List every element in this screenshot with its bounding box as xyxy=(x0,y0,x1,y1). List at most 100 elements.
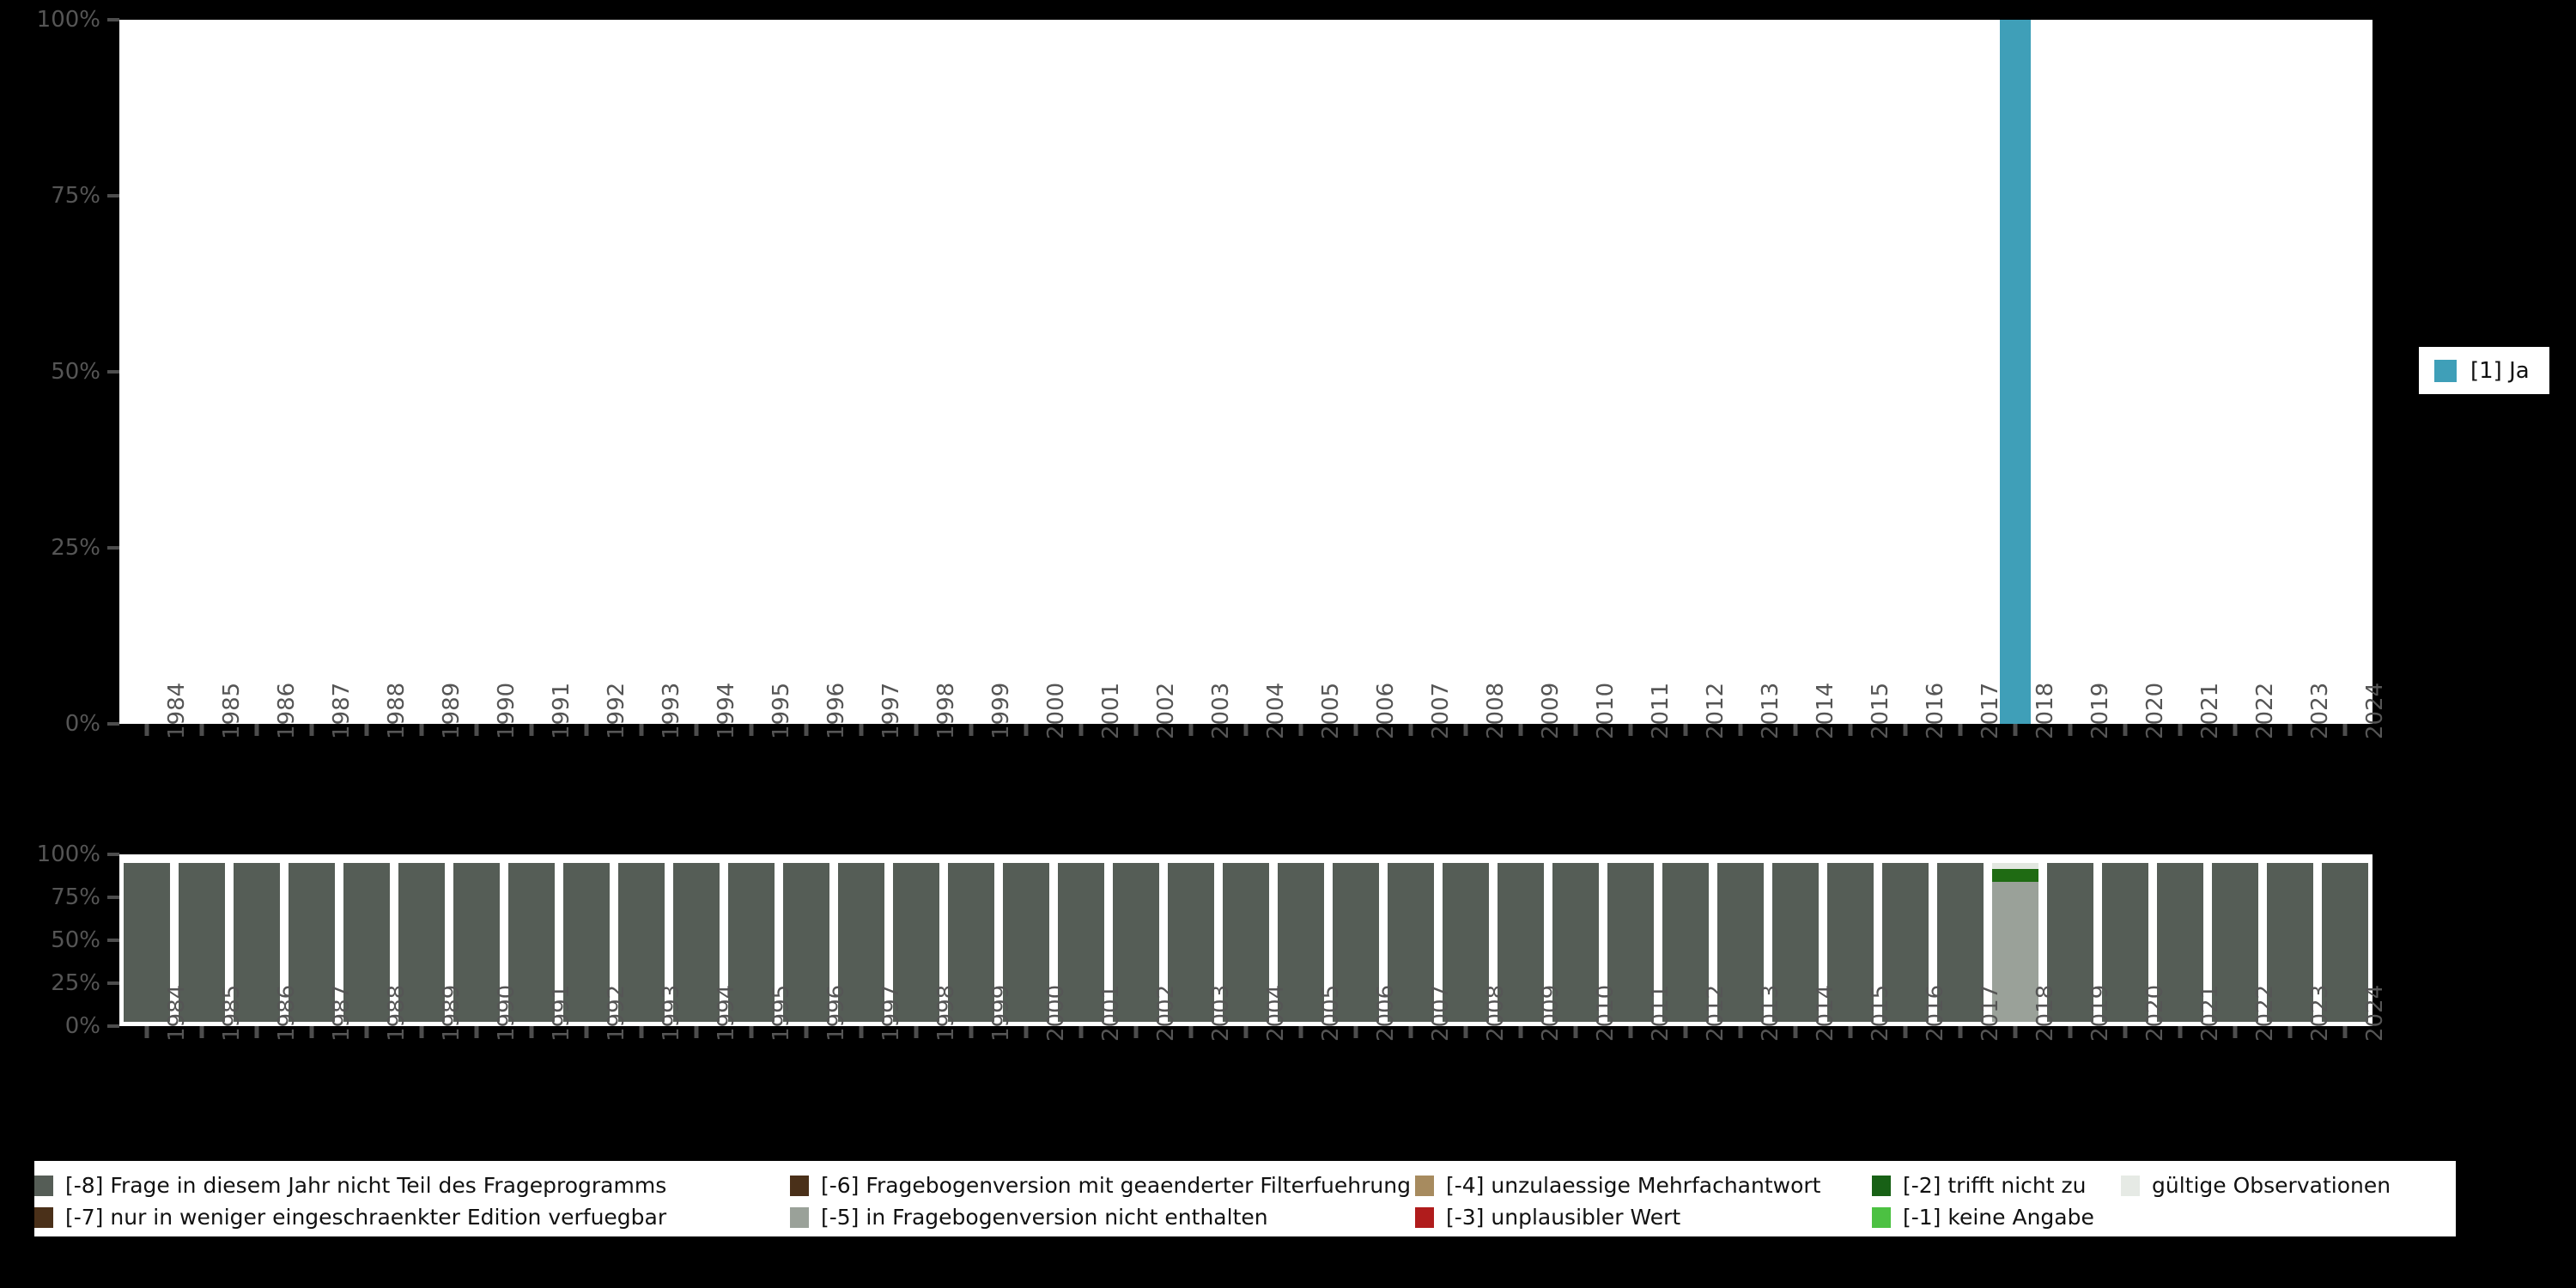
x-tick-label-1990: 1990 xyxy=(494,984,520,1042)
series-legend[interactable]: [1] Ja xyxy=(2419,347,2549,394)
legend-swatch xyxy=(1415,1206,1434,1228)
x-tick-label-1999: 1999 xyxy=(988,984,1015,1042)
x-tick-label-1986: 1986 xyxy=(274,682,301,739)
x-tick-label-2021: 2021 xyxy=(2197,984,2224,1042)
x-tick-label-1989: 1989 xyxy=(439,984,465,1042)
legend-item[interactable]: [-2] trifft nicht zu xyxy=(1872,1170,2086,1201)
missing-segment xyxy=(508,863,555,1022)
lower-plot-area xyxy=(119,854,2372,1026)
x-tick-mark xyxy=(1243,1026,1249,1038)
missing-segment xyxy=(838,863,884,1022)
legend-row-1: [-8] Frage in diesem Jahr nicht Teil des… xyxy=(34,1170,2456,1201)
x-tick-mark xyxy=(1848,724,1853,736)
missing-column-1996 xyxy=(783,863,829,1022)
x-tick-label-1991: 1991 xyxy=(549,682,575,739)
legend-item[interactable]: [-6] Fragebogenversion mit geaenderter F… xyxy=(790,1170,1411,1201)
legend-label: [-4] unzulaessige Mehrfachantwort xyxy=(1446,1173,1821,1198)
upper-y-tick-mark xyxy=(107,194,119,197)
missing-segment xyxy=(234,863,280,1022)
x-tick-mark xyxy=(1408,724,1413,736)
missing-segment xyxy=(783,863,829,1022)
missing-segment xyxy=(1717,863,1764,1022)
missing-segment xyxy=(1552,863,1599,1022)
x-tick-mark xyxy=(199,724,204,736)
legend-swatch xyxy=(790,1175,809,1196)
upper-y-tick-label: 25% xyxy=(51,535,100,561)
legend-label: gültige Observationen xyxy=(2152,1173,2391,1198)
legend-item[interactable]: gültige Observationen xyxy=(2121,1170,2391,1201)
x-tick-label-2011: 2011 xyxy=(1648,984,1674,1042)
x-tick-label-2014: 2014 xyxy=(1813,984,1839,1042)
x-tick-label-1995: 1995 xyxy=(769,682,795,739)
x-tick-mark xyxy=(2123,1026,2128,1038)
x-tick-mark xyxy=(1628,724,1633,736)
x-tick-mark xyxy=(2013,724,2018,736)
x-tick-mark xyxy=(1793,1026,1798,1038)
x-tick-label-2013: 2013 xyxy=(1758,984,1784,1042)
missing-segment xyxy=(728,863,775,1022)
missing-codes-legend[interactable]: [-8] Frage in diesem Jahr nicht Teil des… xyxy=(34,1161,2456,1236)
x-tick-label-2020: 2020 xyxy=(2142,984,2169,1042)
x-tick-label-2023: 2023 xyxy=(2307,682,2334,739)
missing-column-2023 xyxy=(2267,863,2313,1022)
x-tick-label-1993: 1993 xyxy=(659,682,685,739)
x-tick-mark xyxy=(309,1026,314,1038)
x-tick-label-2002: 2002 xyxy=(1153,682,1180,739)
x-tick-label-2000: 2000 xyxy=(1043,682,1070,739)
x-tick-label-1987: 1987 xyxy=(329,682,355,739)
x-tick-label-1992: 1992 xyxy=(604,682,630,739)
missing-segment xyxy=(398,863,445,1022)
x-tick-label-2010: 2010 xyxy=(1593,682,1619,739)
x-tick-label-2009: 2009 xyxy=(1538,682,1564,739)
lower-y-tick-mark xyxy=(107,981,119,985)
missing-column-1993 xyxy=(618,863,665,1022)
missing-column-2019 xyxy=(2047,863,2093,1022)
missing-column-1988 xyxy=(343,863,390,1022)
legend-row-2: [-7] nur in weniger eingeschraenkter Edi… xyxy=(34,1201,2456,1233)
x-tick-label-2023: 2023 xyxy=(2307,984,2334,1042)
x-tick-mark xyxy=(1133,724,1139,736)
x-tick-mark xyxy=(1408,1026,1413,1038)
missing-segment xyxy=(563,863,610,1022)
upper-y-tick-mark xyxy=(107,18,119,21)
missing-column-2004 xyxy=(1223,863,1269,1022)
x-tick-label-2004: 2004 xyxy=(1263,984,1290,1042)
legend-item[interactable]: [-5] in Fragebogenversion nicht enthalte… xyxy=(790,1201,1268,1233)
legend-item[interactable]: [-3] unplausibler Wert xyxy=(1415,1201,1680,1233)
legend-label: [-1] keine Angabe xyxy=(1903,1205,2094,1230)
x-tick-label-2016: 2016 xyxy=(1923,682,1949,739)
x-tick-mark xyxy=(1738,1026,1743,1038)
missing-column-2022 xyxy=(2212,863,2258,1022)
x-tick-mark xyxy=(1738,724,1743,736)
x-tick-mark xyxy=(1463,724,1468,736)
legend-item[interactable]: [-1] keine Angabe xyxy=(1872,1201,2094,1233)
missing-segment xyxy=(1058,863,1104,1022)
legend-item[interactable]: [-7] nur in weniger eingeschraenkter Edi… xyxy=(34,1201,666,1233)
x-tick-mark xyxy=(1903,1026,1908,1038)
x-tick-label-2003: 2003 xyxy=(1208,984,1235,1042)
legend-swatch-ja xyxy=(2434,359,2457,382)
missing-segment xyxy=(1443,863,1489,1022)
missing-segment xyxy=(343,863,390,1022)
x-tick-label-2018: 2018 xyxy=(2032,984,2059,1042)
missing-segment xyxy=(1827,863,1874,1022)
missing-segment xyxy=(289,863,335,1022)
x-tick-label-2014: 2014 xyxy=(1813,682,1839,739)
missing-segment xyxy=(1992,863,2038,870)
x-tick-mark xyxy=(859,724,864,736)
x-tick-label-2021: 2021 xyxy=(2197,682,2224,739)
missing-column-2006 xyxy=(1333,863,1379,1022)
legend-item[interactable]: [-8] Frage in diesem Jahr nicht Teil des… xyxy=(34,1170,666,1201)
missing-column-1991 xyxy=(508,863,555,1022)
x-tick-label-1999: 1999 xyxy=(988,682,1015,739)
legend-item[interactable]: [-4] unzulaessige Mehrfachantwort xyxy=(1415,1170,1820,1201)
lower-y-tick-label: 0% xyxy=(64,1013,100,1039)
x-tick-label-2012: 2012 xyxy=(1703,682,1729,739)
x-tick-mark xyxy=(474,724,479,736)
x-tick-mark xyxy=(969,724,974,736)
lower-y-tick-label: 75% xyxy=(51,884,100,910)
x-tick-mark xyxy=(1573,724,1578,736)
lower-y-tick-label: 100% xyxy=(36,841,100,867)
upper-chart-panel: 100% 75% 50% 25% 0% 1984 1985 1986 1987 1988 1989… xyxy=(37,7,2388,739)
missing-column-2012 xyxy=(1662,863,1709,1022)
